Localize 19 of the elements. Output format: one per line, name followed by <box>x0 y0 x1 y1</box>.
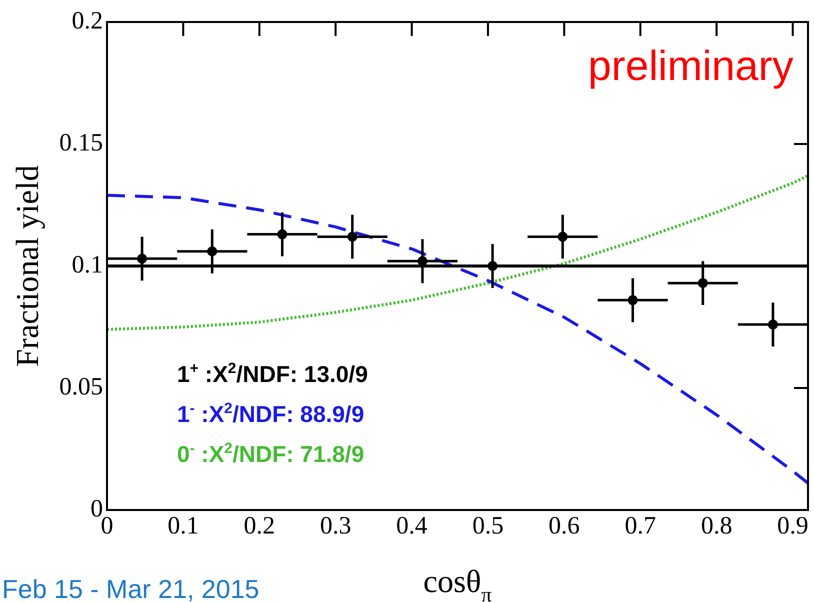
y-axis-title: Fractional yield <box>9 165 45 367</box>
y-tick-label: 0 <box>90 496 103 523</box>
text: Feb 15 - Mar 21, 2015 <box>2 574 260 602</box>
annotation: preliminary <box>588 42 794 89</box>
line-series <box>107 174 808 331</box>
y-tick-label: 0.05 <box>59 374 103 401</box>
y-tick-label: 0.1 <box>72 252 103 279</box>
y-tick-label: 0.2 <box>72 8 103 35</box>
x-tick-label: 0.3 <box>320 512 352 540</box>
x-tick-label: 0.9 <box>777 512 808 540</box>
x-tick-label: 0.1 <box>168 512 199 540</box>
line-series <box>107 194 808 485</box>
x-tick-label: 0.4 <box>396 512 428 540</box>
x-tick-label: 0.6 <box>548 512 580 540</box>
x-tick-label: 0.5 <box>472 512 504 540</box>
y-tick-label: 0.15 <box>59 130 103 157</box>
x-tick-label: 0.7 <box>624 512 656 540</box>
x-tick-label: 0.2 <box>244 512 276 540</box>
x-tick-label: 0.8 <box>700 512 732 540</box>
